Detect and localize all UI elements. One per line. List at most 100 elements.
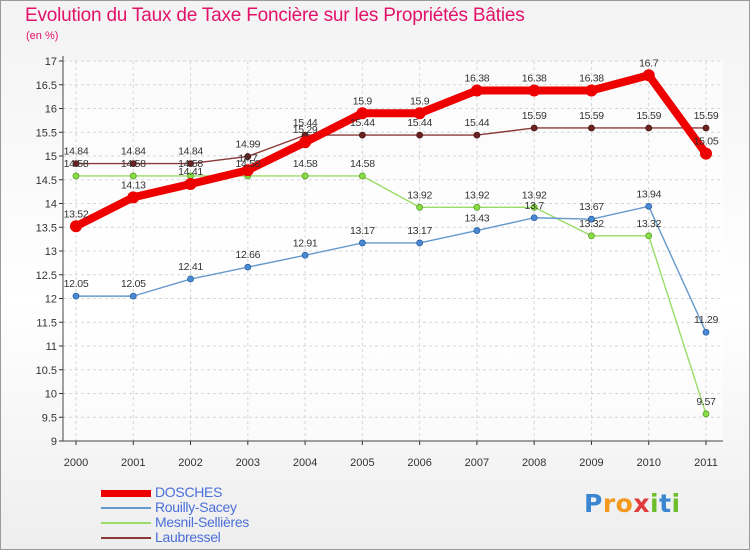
legend-label-laubressel: Laubressel — [155, 529, 221, 545]
proxiti-logo: Proxiti — [584, 489, 681, 518]
data-label-mesnil-sellieres: 14.58 — [178, 158, 203, 170]
x-tick-label: 2001 — [121, 457, 145, 469]
x-tick-label: 2007 — [465, 457, 489, 469]
data-point-laubressel — [129, 160, 137, 168]
data-point-rouilly-sacey — [702, 328, 710, 336]
data-label-rouilly-sacey: 13.17 — [350, 225, 375, 237]
x-tick-label: 2010 — [636, 457, 660, 469]
x-tick-label: 2008 — [522, 457, 546, 469]
data-point-rouilly-sacey — [301, 251, 309, 259]
y-tick-label: 14 — [45, 199, 57, 211]
series-line-dosches — [72, 71, 710, 231]
data-point-dosches — [642, 69, 655, 82]
logo-letter: r — [602, 489, 616, 518]
data-point-laubressel — [187, 160, 194, 168]
data-label-rouilly-sacey: 13.17 — [407, 225, 432, 237]
data-point-rouilly-sacey — [72, 292, 80, 300]
data-label-mesnil-sellieres: 14.58 — [235, 158, 260, 170]
y-tick-label: 15 — [45, 151, 57, 163]
data-point-rouilly-sacey — [416, 239, 424, 247]
data-label-dosches: 14.41 — [178, 166, 203, 178]
data-point-rouilly-sacey — [187, 275, 194, 283]
data-point-mesnil-sellieres — [358, 172, 366, 180]
y-tick-label: 15.5 — [36, 127, 57, 139]
data-point-laubressel — [702, 124, 710, 132]
data-label-mesnil-sellieres: 13.32 — [636, 218, 661, 230]
data-point-dosches — [700, 147, 712, 160]
x-tick-label: 2011 — [694, 457, 718, 469]
legend-label-mesnil-sellieres: Mesnil-Sellières — [155, 514, 250, 530]
data-label-dosches: 15.9 — [410, 95, 430, 107]
data-label-mesnil-sellieres: 14.58 — [121, 158, 146, 170]
legend-swatch-dosches — [101, 489, 151, 497]
data-label-dosches: 15.05 — [694, 136, 719, 148]
data-label-laubressel: 15.44 — [465, 117, 490, 129]
data-point-mesnil-sellieres — [588, 232, 595, 240]
y-tick-label: 13 — [45, 246, 57, 258]
unit-label: (en %) — [26, 30, 59, 42]
data-label-dosches: 15.9 — [353, 95, 373, 107]
data-label-dosches: 16.38 — [579, 72, 604, 84]
y-tick-label: 13.5 — [36, 222, 57, 234]
legend-label-dosches: DOSCHES — [155, 484, 223, 500]
data-label-rouilly-sacey: 13.7 — [525, 200, 545, 212]
data-point-rouilly-sacey — [129, 292, 137, 300]
data-point-laubressel — [358, 131, 366, 139]
logo-letter: o — [615, 489, 634, 518]
y-tick-label: 11 — [46, 341, 57, 353]
data-label-laubressel: 14.84 — [121, 146, 146, 158]
x-tick-label: 2003 — [236, 457, 260, 469]
data-point-rouilly-sacey — [244, 263, 252, 271]
data-point-dosches — [70, 220, 82, 233]
data-point-dosches — [241, 164, 254, 177]
data-label-laubressel: 15.44 — [293, 117, 318, 129]
data-label-mesnil-sellieres: 13.32 — [579, 218, 604, 230]
data-point-mesnil-sellieres — [530, 203, 538, 211]
data-label-mesnil-sellieres: 13.92 — [407, 189, 432, 201]
data-label-rouilly-sacey: 12.05 — [121, 278, 146, 290]
data-label-rouilly-sacey: 13.67 — [579, 201, 604, 213]
data-label-laubressel: 14.84 — [178, 146, 203, 158]
y-tick-label: 10 — [45, 389, 57, 401]
legend-item-laubressel: Laubressel — [101, 530, 341, 545]
data-label-dosches: 14.13 — [121, 179, 146, 191]
data-label-laubressel: 15.59 — [579, 110, 604, 122]
data-label-mesnil-sellieres: 13.92 — [465, 189, 490, 201]
data-point-dosches — [585, 84, 598, 97]
data-point-dosches — [184, 178, 197, 191]
y-tick-label: 10.5 — [36, 365, 57, 377]
data-label-laubressel: 15.59 — [636, 110, 661, 122]
y-tick-label: 11.5 — [36, 317, 57, 329]
data-label-mesnil-sellieres: 14.58 — [293, 158, 318, 170]
data-label-dosches: 16.38 — [522, 72, 547, 84]
legend-swatch-rouilly-sacey — [101, 507, 151, 509]
legend-swatch-laubressel — [101, 537, 151, 539]
legend-label-rouilly-sacey: Rouilly-Sacey — [155, 499, 237, 515]
data-label-laubressel: 15.59 — [522, 110, 547, 122]
data-point-dosches — [356, 107, 369, 120]
data-label-dosches: 16.7 — [639, 57, 659, 69]
data-point-rouilly-sacey — [645, 202, 653, 210]
data-label-dosches: 14.7 — [238, 152, 258, 164]
data-label-rouilly-sacey: 13.94 — [636, 188, 661, 200]
data-label-rouilly-sacey: 13.43 — [465, 213, 490, 225]
data-point-dosches — [299, 136, 312, 149]
logo-letter: t — [659, 489, 672, 518]
y-tick-label: 17 — [45, 56, 57, 68]
data-label-laubressel: 14.99 — [235, 138, 260, 150]
y-tick-label: 12.5 — [36, 270, 57, 282]
data-label-dosches: 13.52 — [64, 208, 89, 220]
data-label-rouilly-sacey: 11.29 — [694, 314, 718, 326]
data-point-mesnil-sellieres — [129, 172, 137, 180]
legend-swatch-mesnil-sellieres — [101, 522, 151, 524]
data-point-rouilly-sacey — [530, 214, 538, 222]
data-point-rouilly-sacey — [588, 215, 595, 223]
x-tick-label: 2005 — [350, 457, 374, 469]
data-point-laubressel — [473, 131, 481, 139]
data-point-dosches — [470, 84, 483, 97]
data-label-rouilly-sacey: 12.91 — [293, 237, 318, 249]
x-tick-label: 2009 — [579, 457, 603, 469]
legend: DOSCHES Rouilly-Sacey Mesnil-Sellières L… — [101, 485, 341, 545]
